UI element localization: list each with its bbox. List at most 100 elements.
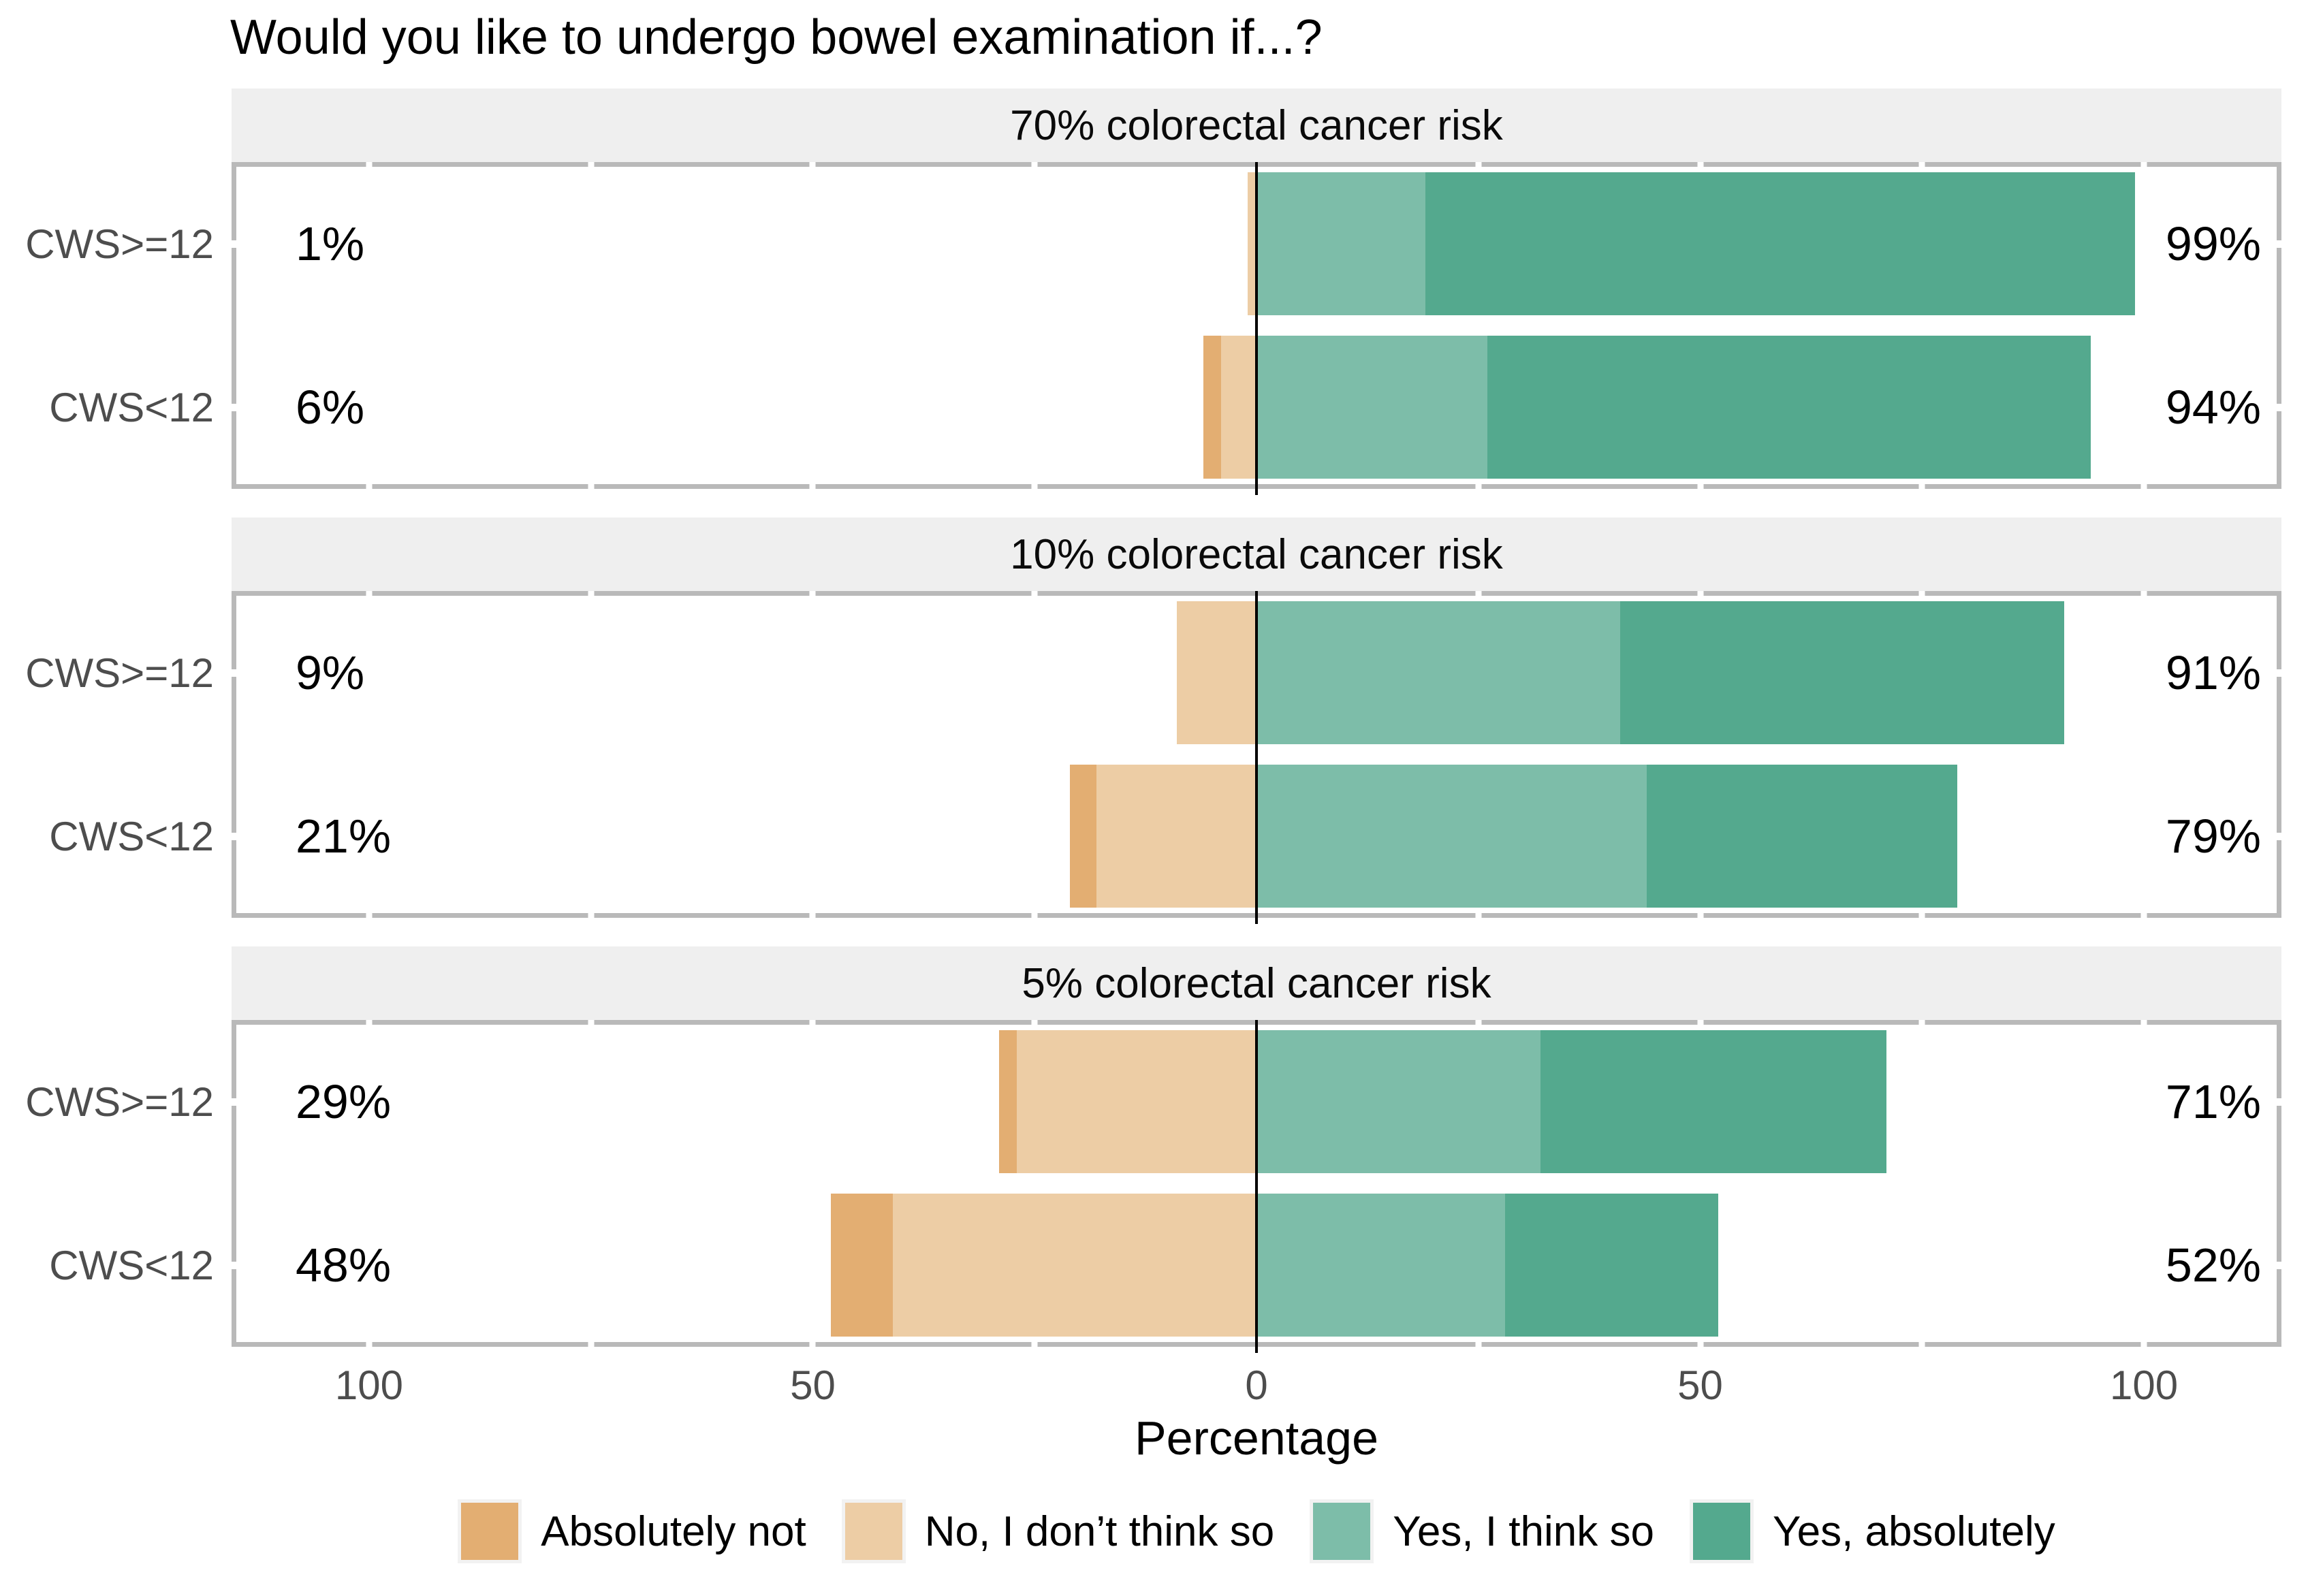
bar-segment-yes-absolutely	[1487, 336, 2091, 479]
bar-segment-no-i-dont-think-so	[1220, 336, 1256, 479]
axis-tick-notch	[1918, 913, 1925, 918]
axis-tick-notch	[1031, 913, 1038, 918]
bar-segment-yes-absolutely	[1647, 765, 1958, 908]
group-axis-label: CWS>=12	[25, 650, 214, 696]
group-tick-notch	[232, 833, 236, 840]
axis-tick-notch	[366, 913, 373, 918]
legend: Absolutely not No, I don’t think so Yes, I…	[232, 1499, 2281, 1563]
group-tick-notch	[2277, 240, 2281, 248]
bar-segment-yes-absolutely	[1540, 1030, 1887, 1173]
axis-tick-notch	[1697, 591, 1703, 596]
axis-tick-notch	[1697, 484, 1703, 489]
axis-tick-notch	[366, 162, 373, 167]
axis-tick-notch	[1031, 162, 1038, 167]
axis-tick-notch	[366, 591, 373, 596]
bar-segment-no-i-dont-think-so	[892, 1194, 1256, 1337]
axis-tick-notch	[1697, 1342, 1703, 1347]
negative-percent-label: 9%	[296, 646, 365, 699]
panel-border-right	[2277, 162, 2281, 489]
axis-tick-notch	[809, 484, 816, 489]
zero-reference-line	[1255, 591, 1258, 924]
bar-segment-no-i-dont-think-so	[1017, 1030, 1256, 1173]
bar-segment-absolutely-not	[830, 1194, 893, 1337]
bar-segment-absolutely-not	[1203, 336, 1221, 479]
axis-tick-notch	[1697, 1020, 1703, 1025]
axis-tick-notch	[1475, 1020, 1482, 1025]
negative-percent-label: 48%	[296, 1239, 392, 1292]
bar-segment-yes-absolutely	[1425, 172, 2135, 315]
bar-segment-yes-i-think-so	[1256, 601, 1621, 744]
axis-tick-notch	[1475, 1342, 1482, 1347]
facet-strip-label: 10% colorectal cancer risk	[232, 517, 2281, 591]
axis-tick-notch	[2140, 591, 2147, 596]
legend-key	[841, 1499, 906, 1563]
panel-border-right	[2277, 591, 2281, 918]
axis-tick-notch	[1918, 162, 1925, 167]
legend-swatch-absolutely-not	[461, 1503, 519, 1560]
axis-tick-notch	[588, 913, 595, 918]
panel-border-left	[232, 1020, 236, 1347]
axis-tick-notch	[1031, 591, 1038, 596]
legend-label: Yes, absolutely	[1772, 1507, 2055, 1555]
chart-title: Would you like to undergo bowel examinat…	[230, 10, 1323, 65]
axis-tick-notch	[1697, 162, 1703, 167]
facet-plot-area: 29% 71% CWS>=12 48% 52% CWS<12	[25, 1020, 2281, 1353]
group-tick-notch	[232, 1098, 236, 1106]
negative-percent-label: 6%	[296, 381, 365, 434]
axis-tick-notch	[1031, 1020, 1038, 1025]
group-tick-notch	[232, 240, 236, 248]
group-axis-label: CWS>=12	[25, 1079, 214, 1125]
facet-plot-area: 9% 91% CWS>=12 21% 79% CWS<12	[25, 591, 2281, 924]
group-axis-label: CWS<12	[49, 813, 214, 859]
positive-percent-label: 99%	[2165, 217, 2261, 270]
panel-border-right	[2277, 1020, 2281, 1347]
x-axis-label: Percentage	[1134, 1411, 1379, 1465]
legend-item-no-i-dont-think-so: No, I don’t think so	[841, 1499, 1275, 1563]
bar-segment-yes-i-think-so	[1256, 172, 1425, 315]
bar-segment-no-i-dont-think-so	[1176, 601, 1256, 744]
panel-border-left	[232, 162, 236, 489]
axis-tick-notch	[2140, 1020, 2147, 1025]
group-tick-notch	[232, 669, 236, 677]
axis-tick-notch	[588, 484, 595, 489]
group-tick-notch	[2277, 404, 2281, 411]
legend-key	[1689, 1499, 1754, 1563]
bar-segment-yes-i-think-so	[1256, 336, 1487, 479]
positive-percent-label: 91%	[2165, 646, 2261, 699]
axis-tick-notch	[1475, 913, 1482, 918]
axis-tick-notch	[1918, 591, 1925, 596]
facet-panel: 70% colorectal cancer risk 1% 99% CWS>=12 6%…	[25, 89, 2281, 495]
legend-swatch-no-i-dont-think-so	[844, 1503, 902, 1560]
x-tick-label: 50	[790, 1362, 836, 1408]
facet-plot-area: 1% 99% CWS>=12 6% 94% CWS<12	[25, 162, 2281, 495]
axis-tick-notch	[588, 591, 595, 596]
axis-tick-notch	[588, 1020, 595, 1025]
axis-tick-notch	[1475, 591, 1482, 596]
bar-segment-yes-absolutely	[1504, 1194, 1718, 1337]
facet-panel: 5% colorectal cancer risk 29% 71% CWS>=12 48…	[25, 946, 2281, 1353]
axis-tick-notch	[1475, 484, 1482, 489]
legend-label: No, I don’t think so	[924, 1507, 1275, 1555]
bar-segment-yes-i-think-so	[1256, 1030, 1540, 1173]
axis-tick-notch	[1697, 913, 1703, 918]
axis-tick-notch	[2140, 913, 2147, 918]
axis-tick-notch	[809, 1342, 816, 1347]
negative-percent-label: 1%	[296, 217, 365, 270]
axis-tick-notch	[366, 1342, 373, 1347]
axis-tick-notch	[1918, 1020, 1925, 1025]
legend-label: Absolutely not	[541, 1507, 806, 1555]
axis-tick-notch	[2140, 484, 2147, 489]
x-axis-ticks: 100 50 0 50 100	[232, 1362, 2281, 1408]
legend-swatch-yes-absolutely	[1692, 1503, 1750, 1560]
bar-segment-yes-i-think-so	[1256, 1194, 1505, 1337]
zero-reference-line	[1255, 1020, 1258, 1353]
axis-tick-notch	[366, 484, 373, 489]
facet-strip-label: 70% colorectal cancer risk	[232, 89, 2281, 162]
axis-tick-notch	[366, 1020, 373, 1025]
bar-segment-no-i-dont-think-so	[1096, 765, 1256, 908]
legend-item-absolutely-not: Absolutely not	[458, 1499, 806, 1563]
axis-tick-notch	[809, 591, 816, 596]
group-tick-notch	[232, 1262, 236, 1269]
group-axis-label: CWS<12	[49, 384, 214, 430]
